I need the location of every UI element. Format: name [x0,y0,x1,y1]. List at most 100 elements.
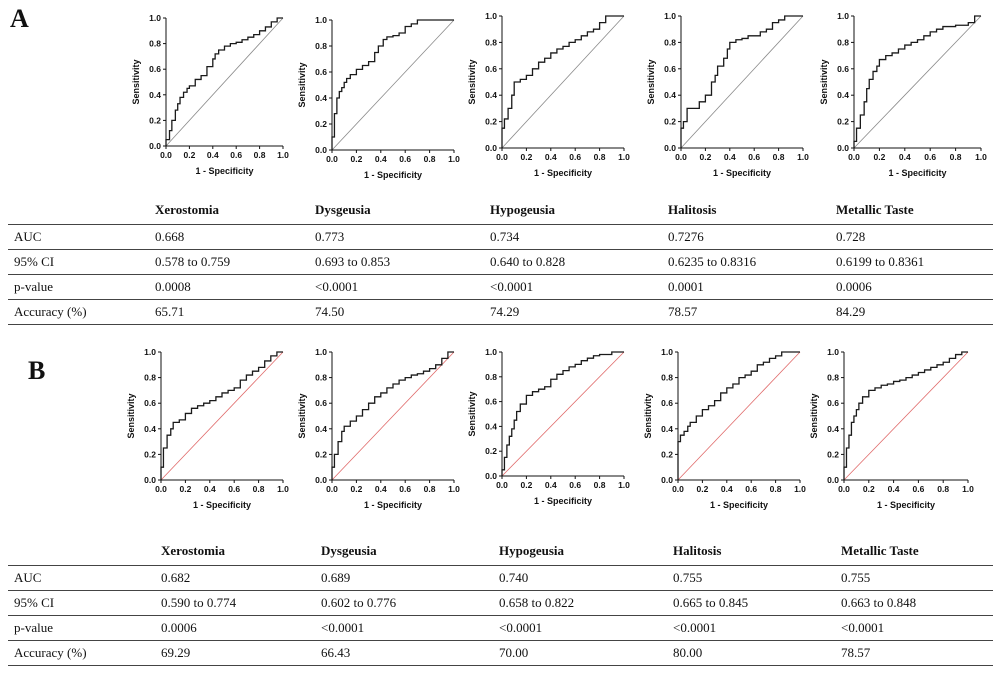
reference-line [331,351,455,481]
table-row: Accuracy (%) 69.29 66.43 70.00 80.00 78.… [8,640,993,666]
y-tick-label: 0.2 [485,446,497,456]
x-tick-label: 0.2 [699,152,711,162]
x-axis-label: 1 - Specificity [364,170,422,180]
row-label: p-value [8,274,155,300]
x-tick-label: 0.2 [350,154,362,164]
cell: 74.50 [315,299,490,325]
y-tick-label: 0.0 [827,475,839,485]
x-tick-label: 0.6 [228,484,240,494]
x-tick-label: 0.0 [326,154,338,164]
x-tick-label: 0.4 [545,480,557,490]
table-header-row: Xerostomia Dysgeusia Hypogeusia Halitosi… [8,537,993,566]
cell: 0.682 [161,565,321,591]
x-tick-label: 0.2 [350,484,362,494]
cell: 0.734 [490,224,668,250]
x-tick-label: 0.2 [179,484,191,494]
cell: <0.0001 [499,615,673,641]
col-header: Metallic Taste [836,202,914,217]
x-tick-label: 0.4 [375,484,387,494]
roc-curve [160,351,283,480]
x-tick-label: 0.8 [253,484,265,494]
x-tick-label: 0.8 [937,484,949,494]
panel-letter-b: B [28,356,46,385]
x-tick-label: 0.8 [424,484,436,494]
x-tick-label: 0.0 [160,150,172,160]
y-tick-label: 0.2 [827,449,839,459]
y-tick-label: 0.4 [149,90,161,100]
y-axis-label: Sensitivity [646,59,656,104]
y-tick-label: 0.0 [837,143,849,153]
reference-line [165,17,284,147]
x-tick-label: 0.0 [672,484,684,494]
roc-chart-a-halitosis: 0.0 0.2 0.4 0.6 0.8 1.0 0.0 0.2 0.4 0.6 0.8 1.0 1 - … [646,11,809,178]
roc-curve [853,15,981,148]
cell: 0.773 [315,224,490,250]
row-label: p-value [8,615,161,641]
x-axis-label: 1 - Specificity [534,168,592,178]
x-tick-label: 0.4 [545,152,557,162]
col-header: Halitosis [668,202,717,217]
col-header: Hypogeusia [490,202,556,217]
x-tick-label: 1.0 [962,484,974,494]
x-tick-label: 0.0 [848,152,860,162]
cell: 0.0008 [155,274,315,300]
y-tick-label: 1.0 [485,347,497,357]
cell: 78.57 [841,640,993,666]
roc-chart-a-xerostomia: 0.0 0.2 0.4 0.6 0.8 1.0 0.0 0.2 0.4 0.6 0.8 1.0 1 - … [131,13,289,176]
y-tick-label: 0.8 [149,39,161,49]
y-tick-label: 0.2 [661,449,673,459]
roc-chart-b-dysgeusia: 0.0 0.2 0.4 0.6 0.8 1.0 0.0 0.2 0.4 0.6 0.8 1.0 1 - … [297,347,460,510]
roc-curve [677,351,800,480]
row-label: AUC [8,565,161,591]
x-axis-label: 1 - Specificity [888,168,946,178]
stats-table-b: Xerostomia Dysgeusia Hypogeusia Halitosi… [8,537,993,666]
y-axis-label: Sensitivity [126,393,136,438]
x-tick-label: 1.0 [797,152,809,162]
y-tick-label: 0.4 [664,90,676,100]
x-tick-label: 0.6 [569,152,581,162]
x-tick-label: 1.0 [277,150,289,160]
y-tick-label: 0.2 [664,117,676,127]
y-tick-label: 0.8 [664,37,676,47]
col-header: Dysgeusia [321,543,377,558]
x-tick-label: 0.2 [863,484,875,494]
x-tick-label: 0.8 [950,152,962,162]
x-tick-label: 0.0 [326,484,338,494]
x-axis-label: 1 - Specificity [195,166,253,176]
roc-curve [331,351,454,480]
x-axis-label: 1 - Specificity [710,500,768,510]
col-header: Dysgeusia [315,202,371,217]
y-tick-label: 0.0 [485,143,497,153]
roc-curve [331,19,454,150]
y-tick-label: 0.4 [837,90,849,100]
x-tick-label: 0.6 [924,152,936,162]
x-tick-label: 0.8 [254,150,266,160]
y-tick-label: 0.8 [827,373,839,383]
y-tick-label: 1.0 [149,13,161,23]
cell: 0.6235 to 0.8316 [668,249,836,275]
y-tick-label: 0.8 [661,373,673,383]
x-tick-label: 0.2 [520,152,532,162]
roc-chart-a-hypogeusia: 0.0 0.2 0.4 0.6 0.8 1.0 0.0 0.2 0.4 0.6 0.8 1.0 1 - … [467,11,630,178]
y-tick-label: 0.2 [149,115,161,125]
y-tick-label: 0.4 [315,93,327,103]
reference-line [680,15,804,149]
table-row: p-value 0.0008 <0.0001 <0.0001 0.0001 0.… [8,274,993,300]
y-tick-label: 0.6 [485,397,497,407]
x-axis-label: 1 - Specificity [713,168,771,178]
x-tick-label: 0.8 [594,480,606,490]
y-tick-label: 1.0 [661,347,673,357]
reference-line [843,351,969,481]
y-tick-label: 0.6 [144,398,156,408]
y-axis-label: Sensitivity [809,393,819,438]
roc-chart-a-metallic-taste: 0.0 0.2 0.4 0.6 0.8 1.0 0.0 0.2 0.4 0.6 0.8 1.0 1 - … [819,11,987,178]
cell: 0.590 to 0.774 [161,590,321,616]
x-tick-label: 0.8 [424,154,436,164]
y-tick-label: 0.4 [144,424,156,434]
x-tick-label: 1.0 [618,480,630,490]
y-tick-label: 0.0 [144,475,156,485]
y-tick-label: 0.2 [837,117,849,127]
x-tick-label: 1.0 [277,484,289,494]
table-row: 95% CI 0.590 to 0.774 0.602 to 0.776 0.6… [8,590,993,616]
x-tick-label: 1.0 [975,152,987,162]
